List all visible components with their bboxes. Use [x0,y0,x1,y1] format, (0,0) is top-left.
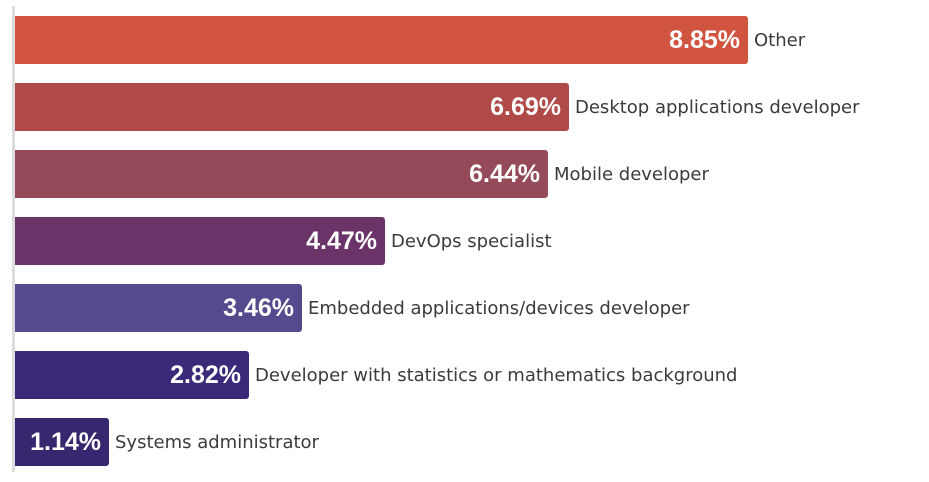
bar-value-label: 3.46% [223,293,294,322]
bar: 3.46% [15,284,302,332]
bar-value-label: 1.14% [30,427,101,456]
bar-row: 3.46% Embedded applications/devices devel… [15,284,690,332]
category-label: DevOps specialist [391,230,552,252]
bar-value-label: 6.44% [469,159,540,188]
bar: 6.44% [15,150,548,198]
bar-row: 4.47% DevOps specialist [15,217,552,265]
bar-value-label: 2.82% [170,360,241,389]
category-label: Systems administrator [115,431,319,453]
axis-baseline [12,6,15,472]
category-label: Other [754,29,806,51]
category-label: Desktop applications developer [575,96,860,118]
bar-row: 1.14% Systems administrator [15,418,319,466]
category-label: Mobile developer [554,163,709,185]
bar-row: 6.44% Mobile developer [15,150,709,198]
bar-row: 2.82% Developer with statistics or mathem… [15,351,737,399]
bar-value-label: 6.69% [490,92,561,121]
bar: 6.69% [15,83,569,131]
bar-row: 6.69% Desktop applications developer [15,83,859,131]
bar: 2.82% [15,351,249,399]
bar: 1.14% [15,418,109,466]
bar: 4.47% [15,217,385,265]
category-label: Embedded applications/devices developer [308,297,690,319]
bar-row: 8.85% Other [15,16,805,64]
bar-value-label: 8.85% [669,25,740,54]
category-label: Developer with statistics or mathematics… [255,364,738,386]
bar-value-label: 4.47% [306,226,377,255]
bar: 8.85% [15,16,748,64]
